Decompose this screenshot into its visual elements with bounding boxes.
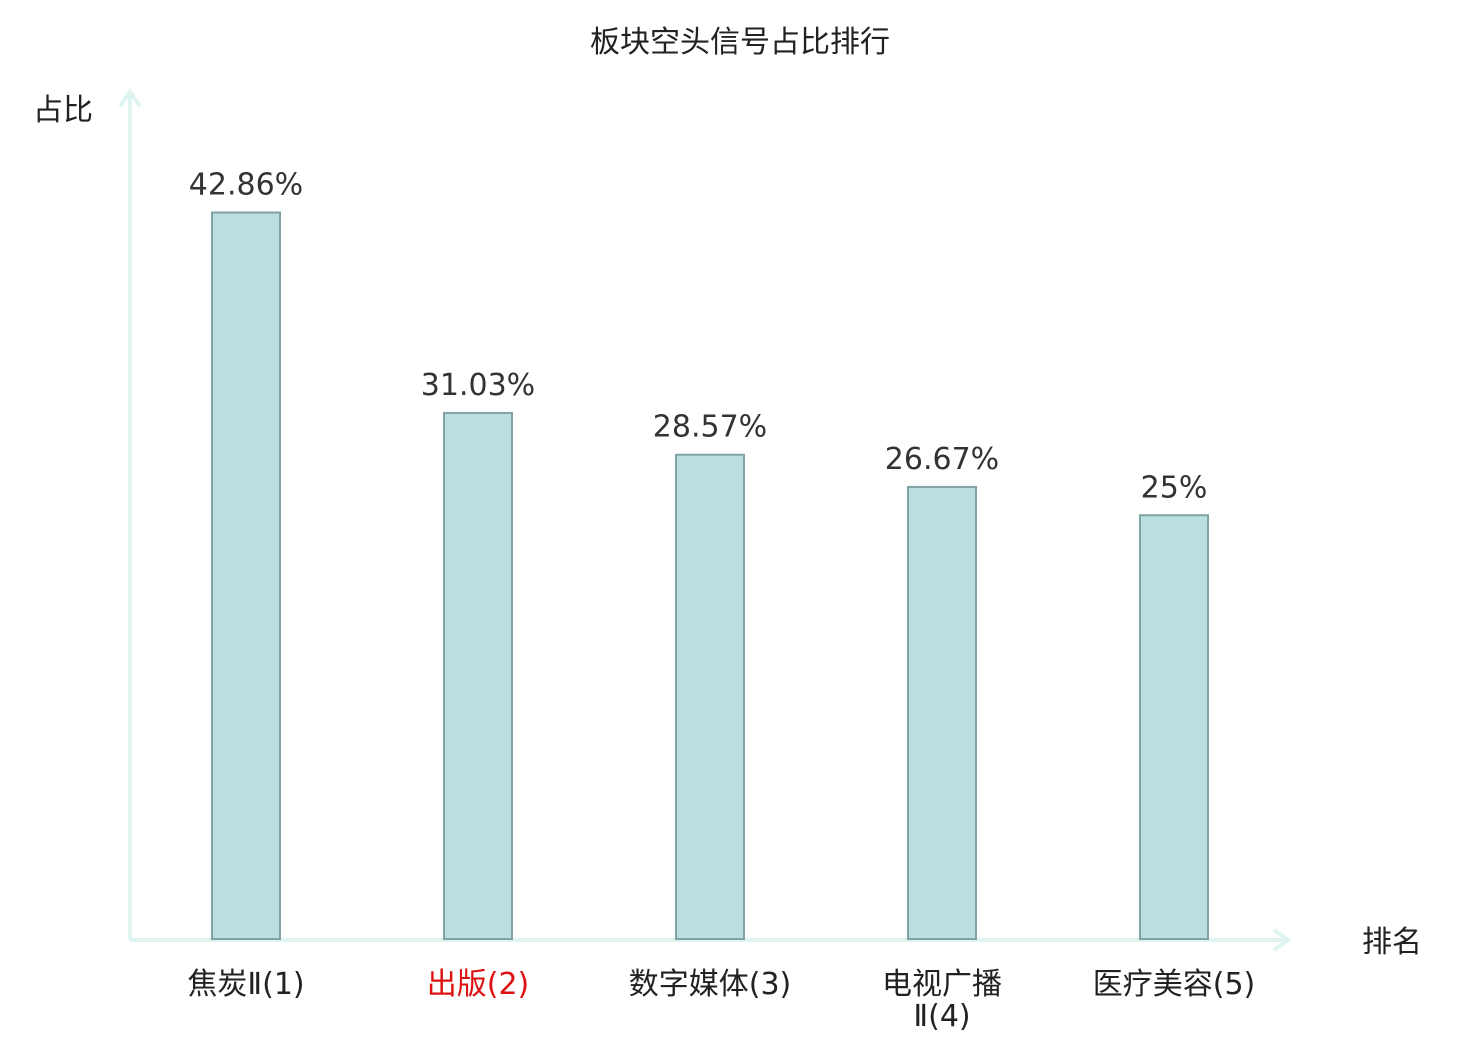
x-tick-label: 焦炭Ⅱ(1): [187, 967, 304, 1002]
bar: [443, 412, 513, 940]
x-tick-label: 电视广播 Ⅱ(4): [882, 967, 1002, 1034]
bar: [211, 211, 281, 940]
x-tick-label-line: 电视广播: [882, 967, 1002, 1002]
bars-group: 42.86% 焦炭Ⅱ(1) 31.03% 出版(2) 28.57% 数字媒体(3) 26.6…: [187, 168, 1255, 1034]
bar-value-label: 26.67%: [885, 442, 999, 477]
bar: [1139, 514, 1209, 940]
bar: [675, 453, 745, 940]
bar-value-label: 28.57%: [653, 410, 767, 445]
x-tick-label: 医疗美容(5): [1093, 967, 1256, 1002]
x-tick-label: 出版(2): [427, 967, 530, 1002]
bar-value-label: 42.86%: [189, 168, 303, 203]
x-axis-label: 排名: [1362, 925, 1422, 960]
bar: [907, 485, 977, 940]
chart-title: 板块空头信号占比排行: [590, 25, 890, 60]
y-axis-arrow: [118, 88, 142, 108]
bar-value-label: 31.03%: [421, 368, 535, 403]
x-axis-arrow: [1272, 928, 1292, 952]
bar-value-label: 25%: [1141, 470, 1208, 505]
y-axis-label: 占比: [33, 93, 93, 128]
x-tick-label: 数字媒体(3): [629, 967, 792, 1002]
x-tick-label-line: Ⅱ(4): [913, 999, 970, 1034]
